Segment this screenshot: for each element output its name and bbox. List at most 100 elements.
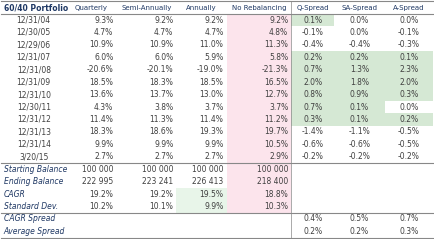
Text: 4.7%: 4.7% (94, 28, 113, 37)
Text: A-Spread: A-Spread (393, 5, 424, 11)
Text: 16.5%: 16.5% (264, 78, 288, 87)
Bar (227, 14, 291, 26)
Text: 0.4%: 0.4% (303, 214, 322, 223)
Text: 0.1%: 0.1% (350, 103, 369, 112)
Text: 18.3%: 18.3% (149, 78, 173, 87)
Bar (227, 200, 291, 213)
Text: 2.9%: 2.9% (269, 152, 288, 161)
Text: -1.1%: -1.1% (349, 127, 370, 136)
Text: -0.4%: -0.4% (349, 40, 371, 49)
Text: -20.1%: -20.1% (147, 65, 173, 74)
Text: 0.2%: 0.2% (350, 53, 369, 62)
Text: 3.7%: 3.7% (269, 103, 288, 112)
Text: 13.0%: 13.0% (200, 90, 224, 99)
Text: 10.9%: 10.9% (89, 40, 113, 49)
Text: 0.7%: 0.7% (303, 65, 322, 74)
Text: Starting Balance: Starting Balance (3, 165, 67, 174)
Text: Annually: Annually (186, 5, 217, 11)
Bar (291, 14, 334, 26)
Text: 0.0%: 0.0% (350, 28, 369, 37)
Text: 3.8%: 3.8% (154, 103, 173, 112)
Text: 0.3%: 0.3% (399, 227, 418, 236)
Text: 19.7%: 19.7% (264, 127, 288, 136)
Text: 11.4%: 11.4% (200, 115, 224, 124)
Text: 1.8%: 1.8% (350, 78, 369, 87)
Text: 9.2%: 9.2% (154, 16, 173, 25)
Text: 222 995: 222 995 (82, 177, 113, 186)
Text: SA-Spread: SA-Spread (342, 5, 378, 11)
Text: 5.9%: 5.9% (204, 53, 224, 62)
Bar (227, 88, 291, 101)
Text: 18.8%: 18.8% (264, 190, 288, 199)
Text: 12/31/09: 12/31/09 (16, 78, 51, 87)
Text: 12/31/10: 12/31/10 (17, 90, 51, 99)
Text: 12.7%: 12.7% (264, 90, 288, 99)
Text: -0.2%: -0.2% (398, 152, 420, 161)
Text: 12/31/12: 12/31/12 (17, 115, 51, 124)
Bar (385, 76, 433, 88)
Text: 0.0%: 0.0% (399, 16, 418, 25)
Text: 4.8%: 4.8% (269, 28, 288, 37)
Bar (227, 39, 291, 51)
Text: 9.9%: 9.9% (204, 202, 224, 211)
Text: 0.5%: 0.5% (350, 214, 369, 223)
Bar (334, 51, 385, 64)
Text: 2.7%: 2.7% (154, 152, 173, 161)
Text: -0.6%: -0.6% (349, 140, 371, 149)
Text: 2.3%: 2.3% (399, 65, 418, 74)
Bar (176, 188, 227, 200)
Bar (291, 113, 334, 126)
Bar (291, 76, 334, 88)
Text: 3/20/15: 3/20/15 (19, 152, 49, 161)
Text: -0.3%: -0.3% (398, 40, 420, 49)
Text: Quarterly: Quarterly (75, 5, 108, 11)
Text: 3.7%: 3.7% (204, 103, 224, 112)
Text: 18.5%: 18.5% (200, 78, 224, 87)
Text: 2.7%: 2.7% (94, 152, 113, 161)
Text: -21.3%: -21.3% (262, 65, 288, 74)
Text: 0.8%: 0.8% (303, 90, 322, 99)
Text: 0.7%: 0.7% (399, 214, 418, 223)
Text: 4.7%: 4.7% (204, 28, 224, 37)
Text: 11.0%: 11.0% (200, 40, 224, 49)
Text: 11.3%: 11.3% (149, 115, 173, 124)
Text: 4.3%: 4.3% (94, 103, 113, 112)
Text: -0.2%: -0.2% (349, 152, 371, 161)
Text: 1.3%: 1.3% (350, 65, 369, 74)
Text: -0.5%: -0.5% (398, 127, 420, 136)
Text: 6.0%: 6.0% (154, 53, 173, 62)
Text: 0.3%: 0.3% (303, 115, 322, 124)
Text: 12/30/05: 12/30/05 (16, 28, 51, 37)
Bar (334, 64, 385, 76)
Text: 13.7%: 13.7% (149, 90, 173, 99)
Text: 18.3%: 18.3% (89, 127, 113, 136)
Text: 0.0%: 0.0% (350, 16, 369, 25)
Bar (291, 101, 334, 113)
Bar (227, 175, 291, 188)
Text: 0.2%: 0.2% (303, 53, 322, 62)
Text: 18.6%: 18.6% (149, 127, 173, 136)
Text: 2.0%: 2.0% (399, 78, 418, 87)
Bar (176, 200, 227, 213)
Text: 11.2%: 11.2% (264, 115, 288, 124)
Bar (334, 101, 385, 113)
Text: 9.9%: 9.9% (204, 140, 224, 149)
Text: -19.0%: -19.0% (197, 65, 224, 74)
Text: 100 000: 100 000 (257, 165, 288, 174)
Bar (227, 126, 291, 138)
Text: -1.4%: -1.4% (302, 127, 324, 136)
Bar (227, 101, 291, 113)
Text: 60/40 Portfolio: 60/40 Portfolio (3, 3, 68, 12)
Text: 4.7%: 4.7% (154, 28, 173, 37)
Bar (385, 64, 433, 76)
Bar (227, 76, 291, 88)
Text: -0.5%: -0.5% (398, 140, 420, 149)
Bar (227, 51, 291, 64)
Text: 9.2%: 9.2% (269, 16, 288, 25)
Text: 11.4%: 11.4% (89, 115, 113, 124)
Text: 223 241: 223 241 (142, 177, 173, 186)
Text: 9.3%: 9.3% (94, 16, 113, 25)
Text: 6.0%: 6.0% (94, 53, 113, 62)
Text: Ending Balance: Ending Balance (3, 177, 63, 186)
Text: 13.6%: 13.6% (89, 90, 113, 99)
